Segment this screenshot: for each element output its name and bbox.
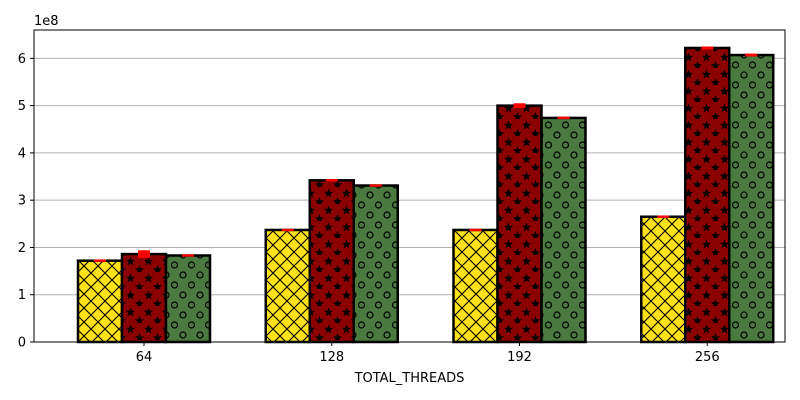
plot-frame — [33, 29, 786, 343]
error-marker-series-1-128 — [281, 228, 294, 232]
error-marker-series-3-64 — [182, 254, 194, 257]
y-scale-label: 1e8 — [34, 14, 59, 29]
bar-series-2-64 — [120, 252, 168, 344]
y-tick-label: 4 — [18, 146, 26, 161]
error-marker-series-1-256 — [657, 215, 670, 218]
bar-series-1-128 — [264, 228, 311, 344]
error-marker-series-2-256 — [701, 46, 714, 50]
y-axis: 0 1 2 3 4 5 6 — [18, 52, 34, 351]
bar-series-3-192 — [540, 116, 587, 344]
y-tick-label: 1 — [18, 288, 26, 303]
y-tick-label: 3 — [18, 194, 26, 209]
bar-series-3-64 — [164, 254, 212, 344]
y-tick-label: 0 — [18, 336, 26, 351]
x-tick-label: 128 — [319, 350, 344, 365]
bar-series-2-256 — [684, 46, 731, 344]
bar-series-3-256 — [728, 53, 775, 344]
error-marker-series-2-64 — [138, 250, 150, 258]
bars — [76, 46, 775, 344]
error-marker-series-3-192 — [557, 116, 570, 120]
error-marker-series-3-128 — [369, 184, 382, 187]
error-marker-series-3-256 — [745, 53, 758, 57]
x-tick-label: 256 — [695, 350, 720, 365]
x-axis: 64 128 192 256 — [136, 342, 720, 365]
y-tick-label: 2 — [18, 241, 26, 256]
x-axis-label: TOTAL_THREADS — [354, 371, 465, 386]
bar-series-1-64 — [76, 259, 124, 344]
y-tick-label: 6 — [18, 52, 26, 67]
bar-series-2-128 — [308, 179, 355, 344]
y-tick-label: 5 — [18, 99, 26, 114]
bar-series-1-256 — [640, 215, 687, 344]
error-marker-series-1-64 — [94, 259, 106, 262]
error-marker-series-2-128 — [325, 179, 338, 182]
x-tick-label: 64 — [136, 350, 153, 365]
error-marker-series-2-192 — [513, 103, 526, 108]
bar-series-1-192 — [452, 228, 499, 344]
error-markers — [94, 46, 758, 262]
bar-series-2-192 — [496, 104, 543, 344]
x-tick-label: 192 — [507, 350, 532, 365]
bar-series-3-128 — [352, 184, 399, 344]
error-marker-series-1-192 — [469, 228, 482, 232]
